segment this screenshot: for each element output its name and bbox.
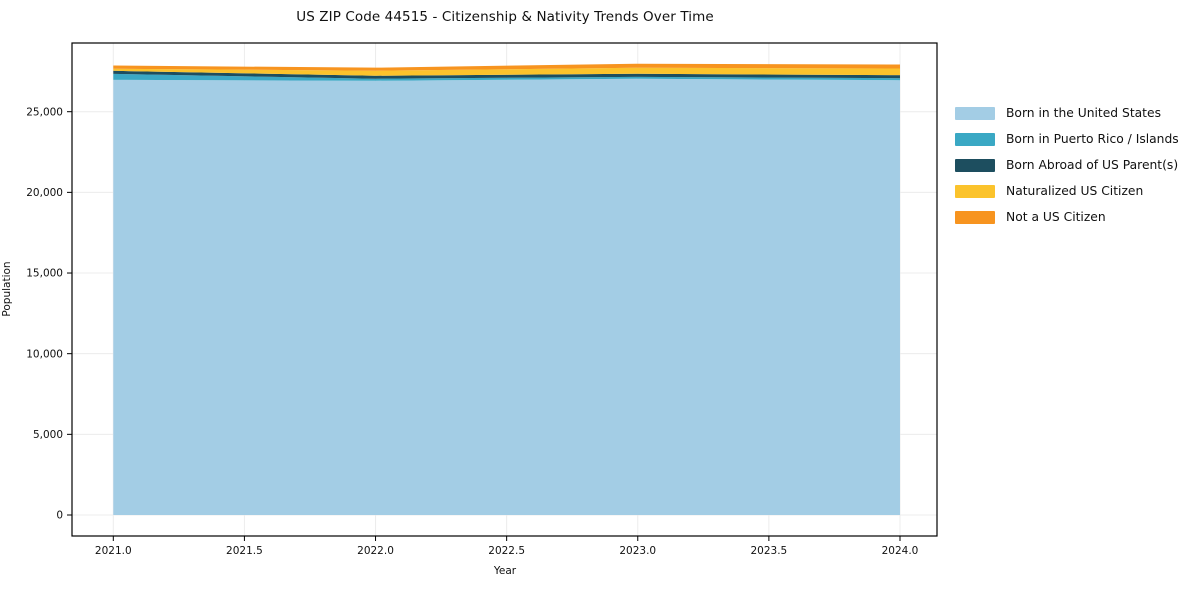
x-tick-label: 2021.5 bbox=[226, 545, 263, 557]
x-tick-label: 2023.5 bbox=[751, 545, 788, 557]
y-tick-label: 10,000 bbox=[26, 348, 63, 360]
legend-label: Not a US Citizen bbox=[1006, 210, 1106, 224]
legend-swatch bbox=[955, 158, 995, 172]
area-series-1 bbox=[113, 73, 900, 81]
legend-item-2: Born Abroad of US Parent(s) bbox=[955, 152, 1179, 178]
y-tick-label: 5,000 bbox=[33, 429, 63, 441]
x-tick-label: 2023.0 bbox=[619, 545, 656, 557]
legend: Born in the United States Born in Puerto … bbox=[955, 100, 1179, 230]
legend-swatch bbox=[955, 132, 995, 146]
y-tick-label: 25,000 bbox=[26, 106, 63, 118]
legend-item-4: Not a US Citizen bbox=[955, 204, 1179, 230]
y-tick-label: 0 bbox=[56, 510, 63, 522]
y-axis-label: Population bbox=[1, 261, 13, 317]
legend-item-1: Born in Puerto Rico / Islands bbox=[955, 126, 1179, 152]
y-tick-label: 20,000 bbox=[26, 187, 63, 199]
legend-item-0: Born in the United States bbox=[955, 100, 1179, 126]
y-tick-label: 15,000 bbox=[26, 268, 63, 280]
x-tick-label: 2022.0 bbox=[357, 545, 394, 557]
chart-title: US ZIP Code 44515 - Citizenship & Nativi… bbox=[296, 9, 714, 25]
area-series-0 bbox=[113, 78, 900, 515]
legend-swatch bbox=[955, 210, 995, 224]
legend-label: Born in Puerto Rico / Islands bbox=[1006, 132, 1179, 146]
legend-item-3: Naturalized US Citizen bbox=[955, 178, 1179, 204]
area-series-2 bbox=[113, 70, 900, 79]
legend-swatch bbox=[955, 184, 995, 198]
x-axis-label: Year bbox=[493, 565, 517, 577]
legend-label: Naturalized US Citizen bbox=[1006, 184, 1144, 198]
x-tick-label: 2022.5 bbox=[488, 545, 525, 557]
plot-border bbox=[71, 42, 938, 537]
area-series-3 bbox=[113, 67, 900, 76]
x-tick-label: 2024.0 bbox=[882, 545, 919, 557]
legend-label: Born in the United States bbox=[1006, 106, 1161, 120]
legend-label: Born Abroad of US Parent(s) bbox=[1006, 158, 1179, 172]
area-series-4 bbox=[113, 63, 900, 71]
legend-swatch bbox=[955, 106, 995, 120]
x-tick-label: 2021.0 bbox=[95, 545, 132, 557]
